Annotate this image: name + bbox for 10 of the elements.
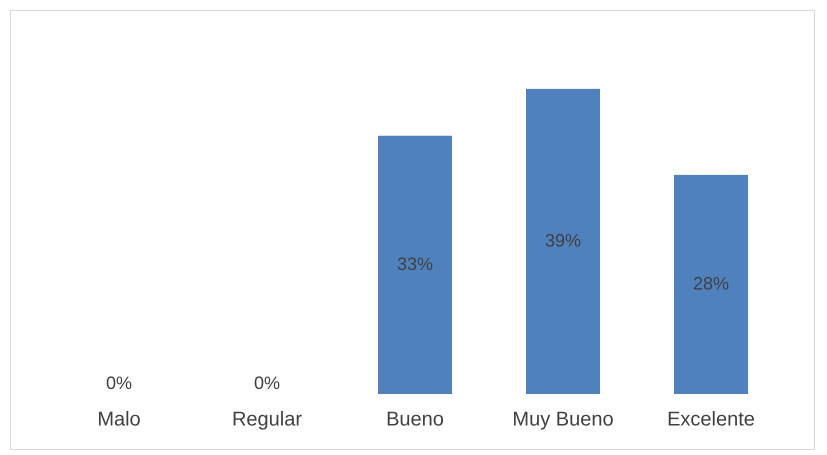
data-label: 0% [254,372,280,393]
x-tick-label: Regular [232,408,302,431]
x-tick-label: Malo [97,408,141,431]
x-tick-label: Bueno [386,408,444,431]
data-label: 28% [692,273,730,294]
data-label: 39% [544,230,582,250]
x-tick-label: Excelente [667,408,755,431]
x-tick-label: Muy Bueno [512,408,614,431]
data-label: 0% [106,372,132,393]
data-label: 33% [396,254,434,274]
